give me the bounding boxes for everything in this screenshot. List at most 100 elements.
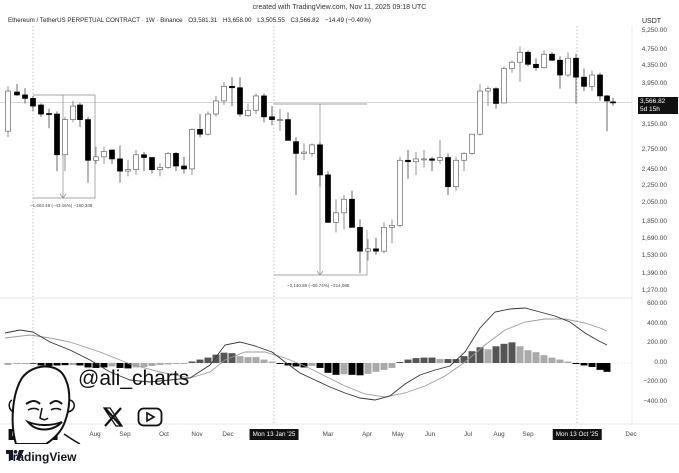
macd-histogram-bar [412, 358, 420, 363]
candle-body [493, 88, 499, 104]
candle-body [565, 57, 571, 76]
candle-body [117, 158, 123, 172]
candle-body [38, 104, 44, 115]
candle-body [413, 158, 419, 163]
candle-body [197, 129, 203, 135]
candle-body [229, 85, 235, 89]
macd-histogram-bar [140, 363, 148, 367]
price-axis-label: 1,850.00 [641, 218, 667, 225]
price-axis-label: 1,530.00 [641, 252, 667, 259]
time-axis-label: Dec [222, 431, 234, 438]
time-axis-label: Apr [362, 431, 372, 438]
macd-histogram-bar [108, 363, 116, 367]
candle-body [5, 90, 11, 132]
candle-body [22, 94, 28, 99]
time-axis-label: Mar [322, 431, 334, 438]
measure-arrow-icon [316, 270, 324, 276]
candle-body [173, 153, 179, 167]
candle-body [541, 53, 547, 69]
candle-body [101, 151, 107, 158]
candle-body [141, 154, 147, 158]
price-axis-label: 1,690.00 [641, 235, 667, 242]
candle-body [54, 113, 60, 156]
candle-body [133, 154, 139, 170]
macd-histogram-bar [603, 363, 611, 372]
candle-body [269, 116, 275, 120]
time-axis-label: Jul [463, 431, 473, 438]
macd-axis-label: 200.00 [647, 339, 667, 346]
time-axis-label: Nov [191, 431, 203, 438]
time-axis-label: Dec [625, 431, 637, 438]
currency-label: USDT [642, 18, 662, 25]
macd-histogram-bar [388, 363, 396, 368]
x-logo-icon [102, 407, 124, 427]
macd-histogram-bar [4, 363, 12, 365]
ohlc-high: H3,658.00 [222, 17, 252, 24]
candle-body [581, 76, 587, 87]
candle-body [46, 113, 52, 115]
candle-body [181, 165, 187, 170]
candle-body [501, 68, 507, 104]
macd-histogram-bar [332, 363, 340, 375]
macd-histogram-bar [228, 353, 236, 363]
current-price-tag: 3,566.82 5d 15h [638, 97, 678, 114]
candle-body [325, 174, 331, 223]
macd-histogram-bar [580, 363, 588, 366]
candle-body [373, 248, 379, 252]
time-axis-label: Sep [522, 431, 534, 438]
macd-histogram-bar [21, 363, 29, 364]
watermark-handle: @ali_charts [78, 367, 190, 390]
macd-histogram-bar [236, 356, 244, 363]
candle-body [389, 225, 395, 228]
macd-histogram-bar [13, 363, 21, 364]
time-axis-label: Oct [159, 431, 169, 438]
macd-histogram-bar [292, 363, 300, 367]
macd-histogram-bar [420, 357, 428, 363]
candle-body [549, 53, 555, 61]
candle-body [509, 61, 515, 69]
candle-body [221, 85, 227, 102]
candle-body [610, 101, 616, 104]
macd-histogram-bar [188, 361, 196, 363]
candle-body [421, 158, 427, 161]
ohlc-open: O3,581.31 [188, 17, 218, 24]
candle-body [293, 141, 299, 154]
candle-body [213, 100, 219, 115]
candle-body [333, 212, 339, 223]
macd-histogram-bar [308, 363, 316, 366]
macd-histogram-bar [29, 363, 37, 364]
time-axis-label: Aug [89, 431, 101, 438]
macd-histogram-bar [364, 363, 372, 374]
candle-body [429, 158, 435, 161]
macd-histogram-bar [540, 355, 548, 363]
macd-histogram-bar [380, 363, 388, 370]
macd-histogram-bar [572, 363, 580, 364]
tradingview-logo-icon [6, 450, 24, 460]
avatar-caricature-icon [8, 365, 81, 444]
price-axis-label: 2,750.00 [641, 146, 667, 153]
macd-histogram-bar [428, 357, 436, 363]
price-axis-label: 3,150.00 [641, 121, 667, 128]
macd-histogram-bar [532, 352, 540, 363]
macd-histogram-bar [324, 363, 332, 373]
candle-body [62, 119, 68, 156]
price-axis-label: 3,950.00 [641, 80, 667, 87]
candle-body [205, 113, 211, 135]
ohlc-change: −14.49 (−0.40%) [324, 17, 371, 24]
macd-histogram-bar [116, 363, 124, 368]
symbol-title[interactable]: Ethereum / TetherUS PERPETUAL CONTRACT ·… [8, 17, 183, 24]
candle-body [253, 95, 259, 111]
candle-body [157, 167, 163, 170]
macd-histogram-bar [220, 352, 228, 363]
macd-histogram-bar [37, 363, 45, 366]
price-axis-label: 1,390.00 [641, 270, 667, 277]
candle-body [557, 59, 563, 76]
candle-body [261, 95, 267, 118]
candle-body [437, 157, 443, 161]
macd-histogram-bar [444, 359, 452, 363]
candle-body [93, 156, 99, 161]
candle-body [517, 51, 523, 63]
macd-histogram-bar [596, 363, 604, 370]
